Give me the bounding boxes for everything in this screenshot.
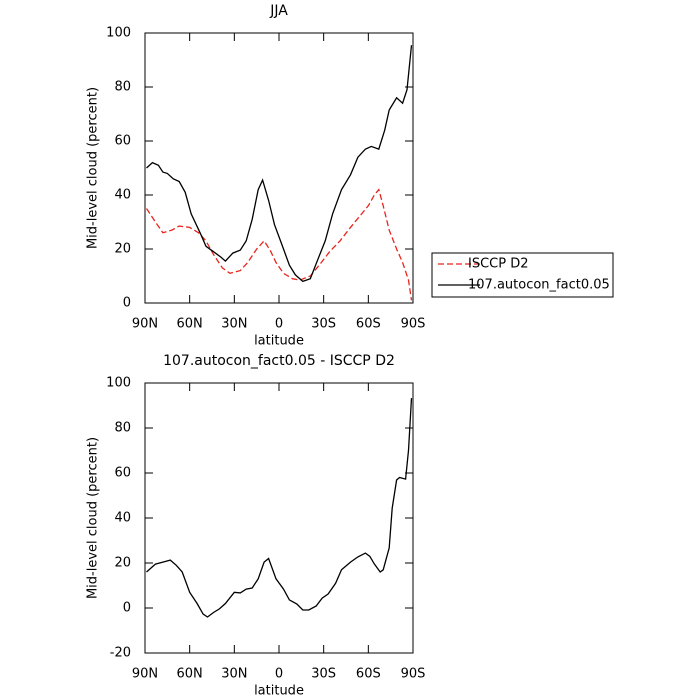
plot-frame xyxy=(144,382,414,654)
x-tick-label: 60S xyxy=(356,317,381,332)
y-tick-label: 100 xyxy=(106,26,131,41)
data-line xyxy=(146,45,413,283)
y-tick-label: 40 xyxy=(114,188,131,203)
y-tick-label: 60 xyxy=(114,466,131,481)
x-tick-label: 90S xyxy=(401,317,426,332)
y-tick-label: 80 xyxy=(114,421,131,436)
data-line xyxy=(146,398,413,618)
chart-title: 107.autocon_fact0.05 - ISCCP D2 xyxy=(163,353,395,369)
y-axis-label: Mid-level cloud (percent) xyxy=(86,437,101,599)
x-tick-label: 0 xyxy=(275,317,283,332)
legend-label: ISCCP D2 xyxy=(468,257,529,272)
x-tick-label: 90N xyxy=(132,667,158,682)
plot-frame xyxy=(144,32,414,304)
y-tick-label: 40 xyxy=(114,511,131,526)
x-axis-label: latitude xyxy=(254,334,304,349)
x-tick-label: 90N xyxy=(132,317,158,332)
y-tick-label: 20 xyxy=(114,556,131,571)
y-tick-label: 100 xyxy=(106,376,131,391)
y-tick-label: 20 xyxy=(114,242,131,257)
chart-title: JJA xyxy=(269,3,288,19)
x-tick-label: 90S xyxy=(401,667,426,682)
y-tick-label: 60 xyxy=(114,134,131,149)
x-axis-label: latitude xyxy=(254,684,304,699)
y-tick-label: 80 xyxy=(114,80,131,95)
x-tick-label: 0 xyxy=(275,667,283,682)
data-line xyxy=(145,188,413,301)
legend-label: 107.autocon_fact0.05 xyxy=(468,278,610,293)
y-tick-label: -20 xyxy=(110,646,131,661)
x-tick-label: 60N xyxy=(177,667,203,682)
y-tick-label: 0 xyxy=(123,601,131,616)
x-tick-label: 60S xyxy=(356,667,381,682)
y-axis-label: Mid-level cloud (percent) xyxy=(86,87,101,249)
x-tick-label: 30N xyxy=(221,317,247,332)
x-tick-label: 60N xyxy=(177,317,203,332)
y-tick-label: 0 xyxy=(123,296,131,311)
legend-box xyxy=(431,252,614,298)
x-tick-label: 30N xyxy=(221,667,247,682)
x-tick-label: 30S xyxy=(311,667,336,682)
x-tick-label: 30S xyxy=(311,317,336,332)
